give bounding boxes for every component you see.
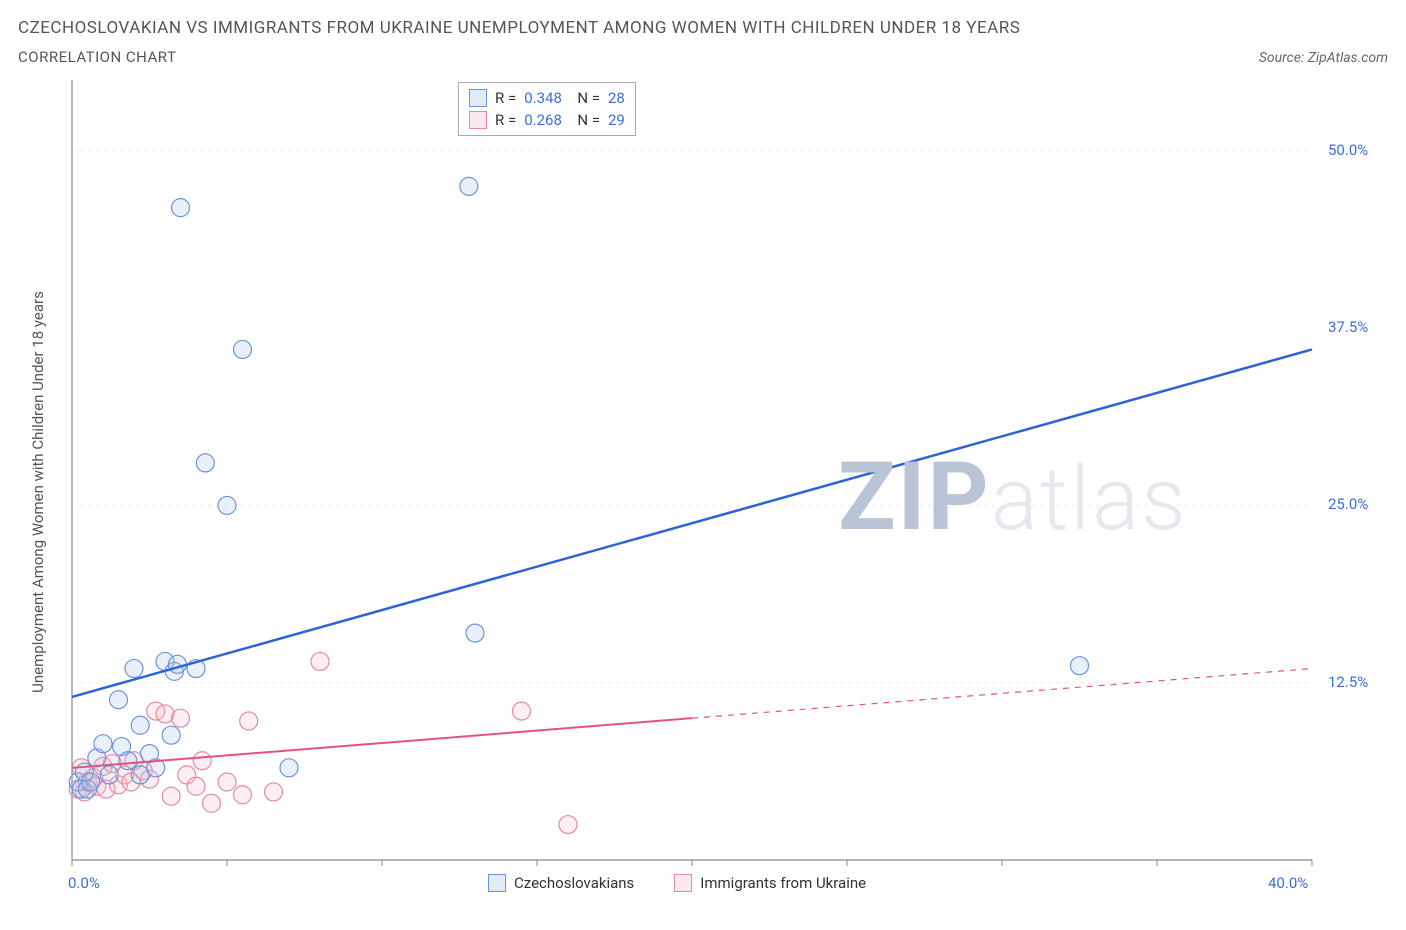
source-attribution: Source: ZipAtlas.com	[1259, 50, 1388, 66]
source-name: ZipAtlas.com	[1308, 50, 1388, 66]
y-tick-label: 50.0%	[1328, 141, 1368, 159]
legend-correlation: R = 0.348 N = 28R = 0.268 N = 29	[458, 82, 636, 136]
legend-swatch	[469, 111, 487, 129]
legend-series: Czechoslovakians Immigrants from Ukraine	[488, 874, 866, 892]
y-tick-label: 25.0%	[1328, 495, 1368, 513]
y-axis-label-wrap: Unemployment Among Women with Children U…	[18, 72, 58, 912]
legend-n-value: 28	[608, 87, 625, 109]
scatter-chart	[18, 72, 1388, 912]
legend-r-value: 0.348	[524, 87, 562, 109]
chart-title-line1: CZECHOSLOVAKIAN VS IMMIGRANTS FROM UKRAI…	[18, 18, 1388, 38]
legend-series-item: Czechoslovakians	[488, 874, 634, 892]
chart-title-line2: CORRELATION CHART	[18, 48, 176, 66]
legend-series-label: Immigrants from Ukraine	[700, 874, 866, 892]
legend-row: R = 0.268 N = 29	[469, 109, 625, 131]
chart-container: Unemployment Among Women with Children U…	[18, 72, 1388, 912]
x-tick-label: 40.0%	[1268, 874, 1308, 892]
y-axis-label: Unemployment Among Women with Children U…	[29, 291, 47, 693]
legend-series-label: Czechoslovakians	[514, 874, 634, 892]
legend-row: R = 0.348 N = 28	[469, 87, 625, 109]
legend-r-label: R =	[495, 87, 516, 109]
x-tick-label: 0.0%	[68, 874, 100, 892]
legend-r-label: R =	[495, 109, 516, 131]
legend-swatch	[674, 874, 692, 892]
y-tick-label: 12.5%	[1328, 673, 1368, 691]
legend-n-value: 29	[608, 109, 625, 131]
legend-swatch	[469, 89, 487, 107]
legend-swatch	[488, 874, 506, 892]
legend-series-item: Immigrants from Ukraine	[674, 874, 866, 892]
legend-r-value: 0.268	[524, 109, 562, 131]
y-tick-label: 37.5%	[1328, 318, 1368, 336]
legend-n-label: N =	[570, 87, 600, 109]
source-prefix: Source:	[1259, 50, 1308, 66]
chart-header: CZECHOSLOVAKIAN VS IMMIGRANTS FROM UKRAI…	[18, 18, 1388, 66]
legend-n-label: N =	[570, 109, 600, 131]
